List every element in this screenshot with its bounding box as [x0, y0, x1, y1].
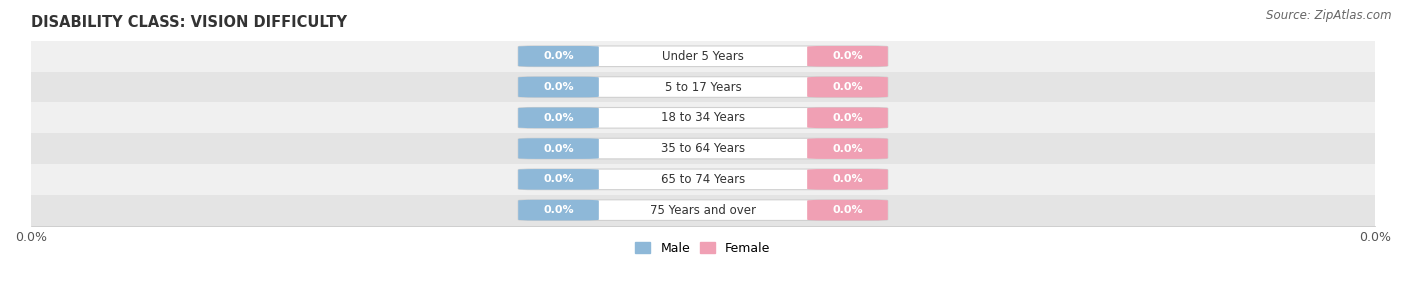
Text: 0.0%: 0.0% — [543, 51, 574, 61]
FancyBboxPatch shape — [519, 169, 599, 190]
Legend: Male, Female: Male, Female — [630, 237, 776, 260]
FancyBboxPatch shape — [519, 200, 599, 220]
Text: 0.0%: 0.0% — [832, 174, 863, 184]
FancyBboxPatch shape — [519, 169, 887, 190]
Text: 65 to 74 Years: 65 to 74 Years — [661, 173, 745, 186]
FancyBboxPatch shape — [807, 77, 887, 97]
Text: 0.0%: 0.0% — [832, 51, 863, 61]
Text: 0.0%: 0.0% — [543, 82, 574, 92]
FancyBboxPatch shape — [807, 138, 887, 159]
FancyBboxPatch shape — [807, 169, 887, 190]
Bar — [31, 72, 1375, 102]
Text: Under 5 Years: Under 5 Years — [662, 50, 744, 63]
FancyBboxPatch shape — [519, 46, 599, 67]
FancyBboxPatch shape — [519, 138, 599, 159]
FancyBboxPatch shape — [807, 46, 887, 67]
FancyBboxPatch shape — [519, 77, 887, 97]
FancyBboxPatch shape — [519, 108, 887, 128]
Bar — [31, 102, 1375, 133]
Text: Source: ZipAtlas.com: Source: ZipAtlas.com — [1267, 9, 1392, 22]
Text: 18 to 34 Years: 18 to 34 Years — [661, 111, 745, 124]
Text: 0.0%: 0.0% — [832, 82, 863, 92]
Text: 0.0%: 0.0% — [832, 143, 863, 154]
Text: 0.0%: 0.0% — [543, 143, 574, 154]
Text: DISABILITY CLASS: VISION DIFFICULTY: DISABILITY CLASS: VISION DIFFICULTY — [31, 15, 347, 30]
Text: 35 to 64 Years: 35 to 64 Years — [661, 142, 745, 155]
Text: 0.0%: 0.0% — [832, 113, 863, 123]
Bar — [31, 164, 1375, 195]
Bar — [31, 195, 1375, 226]
Text: 0.0%: 0.0% — [543, 205, 574, 215]
Text: 75 Years and over: 75 Years and over — [650, 204, 756, 217]
FancyBboxPatch shape — [519, 200, 887, 220]
FancyBboxPatch shape — [519, 46, 887, 67]
FancyBboxPatch shape — [519, 108, 599, 128]
FancyBboxPatch shape — [519, 77, 599, 97]
Text: 0.0%: 0.0% — [543, 113, 574, 123]
Text: 5 to 17 Years: 5 to 17 Years — [665, 81, 741, 94]
Text: 0.0%: 0.0% — [832, 205, 863, 215]
FancyBboxPatch shape — [807, 108, 887, 128]
Text: 0.0%: 0.0% — [543, 174, 574, 184]
Bar — [31, 41, 1375, 72]
FancyBboxPatch shape — [807, 200, 887, 220]
Bar — [31, 133, 1375, 164]
FancyBboxPatch shape — [519, 138, 887, 159]
